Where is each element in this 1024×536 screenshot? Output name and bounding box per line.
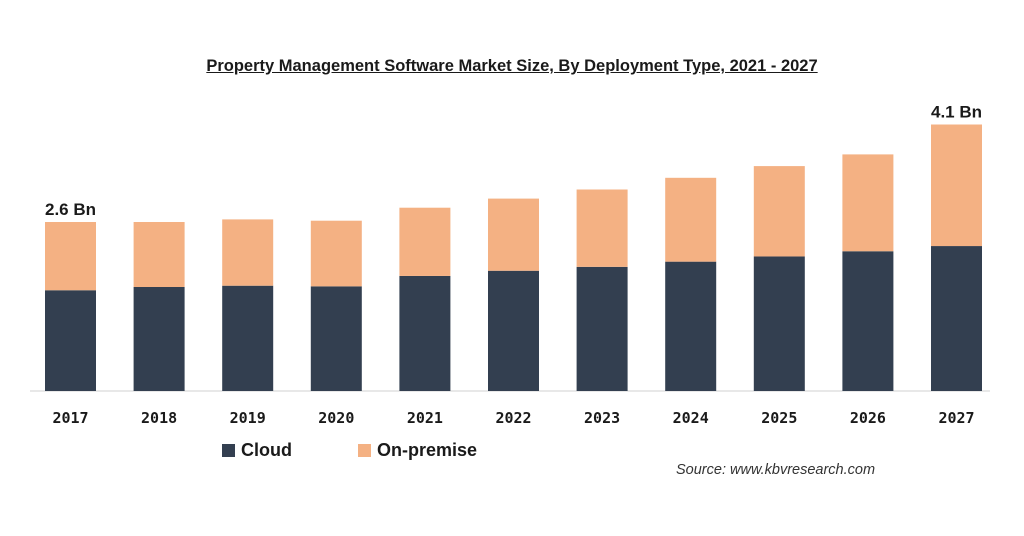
- bar-on-premise-2021: [399, 207, 451, 276]
- bar-on-premise-2027: [931, 124, 982, 247]
- bar-cloud-2022: [488, 270, 539, 391]
- bar-on-premise-2022: [488, 198, 539, 271]
- x-tick-label-2021: 2021: [407, 409, 443, 427]
- bar-on-premise-2023: [576, 189, 628, 267]
- legend-item-cloud: Cloud: [222, 440, 292, 461]
- bar-cloud-2019: [222, 285, 274, 391]
- bar-on-premise-2020: [310, 220, 362, 287]
- chart-title: Property Management Software Market Size…: [206, 57, 818, 75]
- x-tick-label-2026: 2026: [850, 409, 886, 427]
- bar-on-premise-2019: [222, 219, 274, 286]
- x-tick-label-2018: 2018: [141, 409, 177, 427]
- x-tick-label-2027: 2027: [938, 409, 974, 427]
- x-tick-label-2025: 2025: [761, 409, 797, 427]
- x-tick-label-2020: 2020: [318, 409, 354, 427]
- bar-cloud-2020: [310, 286, 362, 391]
- legend-swatch-cloud: [222, 444, 235, 457]
- bar-on-premise-2018: [133, 222, 185, 287]
- legend-label-on-premise: On-premise: [377, 440, 478, 460]
- bar-cloud-2026: [842, 251, 894, 391]
- bar-cloud-2024: [665, 261, 717, 391]
- total-label-2027: 4.1 Bn: [931, 103, 982, 122]
- bar-cloud-2027: [931, 246, 982, 391]
- source-note: Source: www.kbvresearch.com: [676, 462, 876, 478]
- bar-on-premise-2026: [842, 154, 894, 252]
- bar-cloud-2018: [133, 287, 185, 391]
- bar-on-premise-2017: [45, 222, 96, 291]
- x-tick-label-2023: 2023: [584, 409, 620, 427]
- total-label-2017: 2.6 Bn: [45, 200, 96, 219]
- bar-cloud-2021: [399, 275, 451, 391]
- legend-item-on-premise: On-premise: [358, 440, 477, 461]
- x-tick-label-2022: 2022: [495, 409, 531, 427]
- bar-cloud-2017: [45, 290, 96, 391]
- bar-cloud-2023: [576, 266, 628, 391]
- legend: Cloud On-premise: [222, 440, 543, 461]
- bar-on-premise-2025: [753, 166, 805, 257]
- legend-label-cloud: Cloud: [241, 440, 292, 460]
- bar-on-premise-2024: [665, 177, 717, 262]
- x-tick-label-2019: 2019: [230, 409, 266, 427]
- x-tick-label-2017: 2017: [52, 409, 88, 427]
- x-tick-label-2024: 2024: [673, 409, 709, 427]
- legend-swatch-on-premise: [358, 444, 371, 457]
- bar-cloud-2025: [753, 256, 805, 391]
